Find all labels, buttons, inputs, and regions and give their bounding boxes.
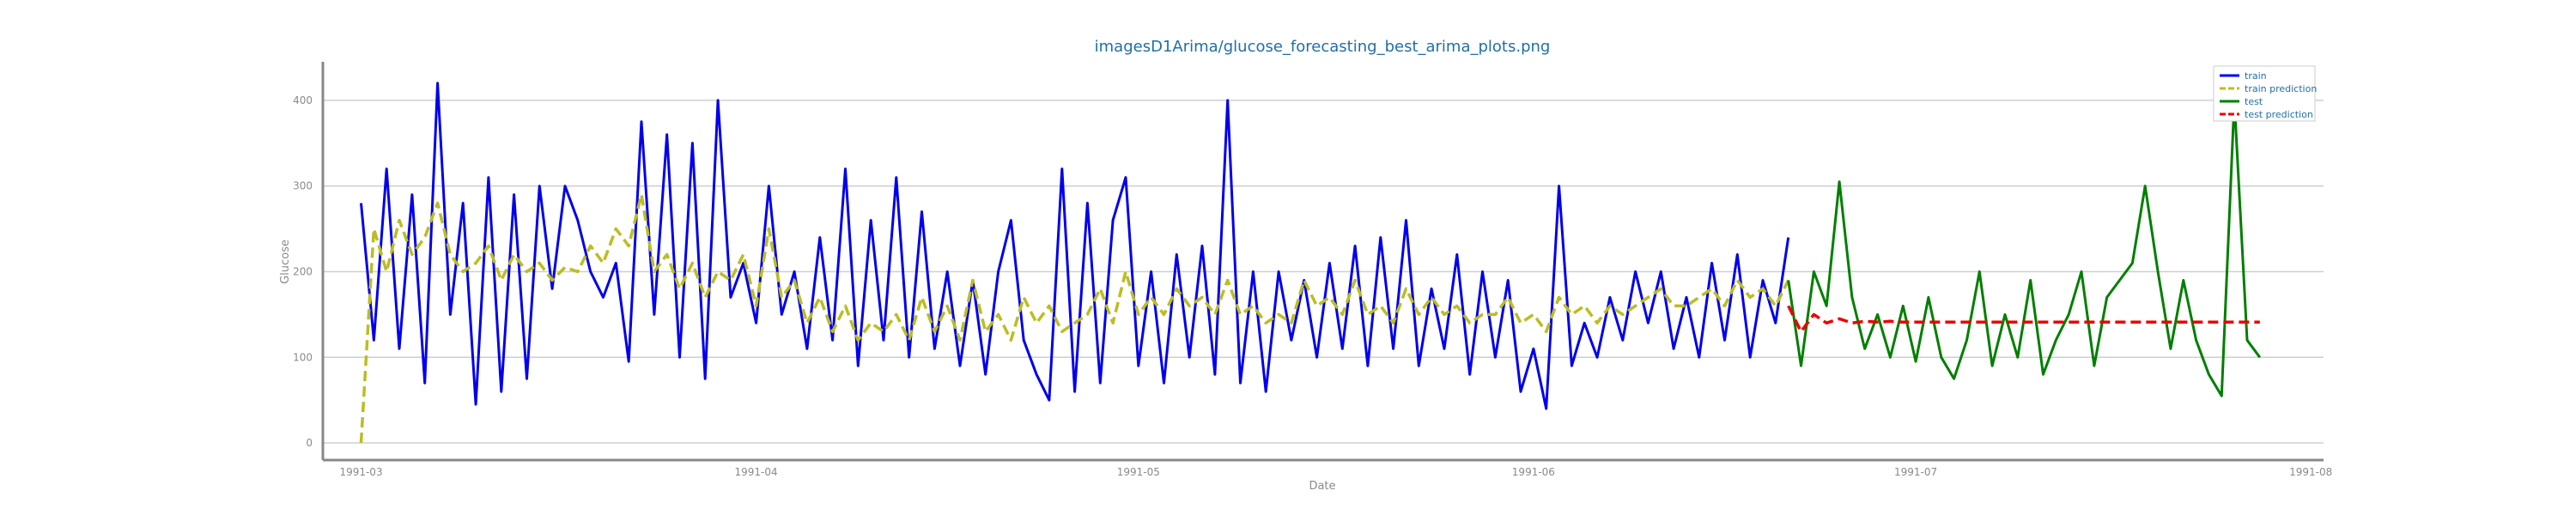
x-axis-ticks: 1991-03 1991-04 1991-05 1991-06 1991-07 1991-… — [339, 466, 2332, 478]
x-tick-label: 1991-08 — [2289, 466, 2332, 478]
x-tick-label: 1991-06 — [1512, 466, 1555, 478]
gridlines — [323, 100, 2324, 444]
legend-entry: test prediction — [2245, 109, 2313, 120]
legend-entry: train — [2245, 70, 2267, 82]
legend-entry: train prediction — [2245, 83, 2317, 94]
x-tick-label: 1991-04 — [735, 466, 778, 478]
y-axis-ticks: 0 100 200 300 400 — [293, 94, 313, 449]
series-line-train-prediction — [359, 192, 1790, 444]
series-line-test-prediction — [1787, 305, 2260, 334]
x-tick-label: 1991-03 — [339, 466, 382, 478]
chart-title: imagesD1Arima/glucose_forecasting_best_a… — [1095, 38, 1551, 56]
y-axis-label: Glucose — [279, 239, 292, 284]
x-tick-label: 1991-07 — [1894, 466, 1937, 478]
series-line-train — [360, 82, 1790, 410]
y-tick-label: 400 — [293, 94, 313, 106]
y-tick-label: 0 — [306, 437, 313, 449]
y-tick-label: 200 — [293, 265, 313, 277]
legend-entry: test — [2245, 96, 2263, 107]
x-tick-label: 1991-05 — [1117, 466, 1160, 478]
series-line-test — [1787, 99, 2262, 397]
x-axis-label: Date — [1309, 480, 1335, 493]
y-tick-label: 300 — [293, 180, 313, 192]
y-tick-label: 100 — [293, 351, 313, 363]
series-layer — [359, 82, 2262, 444]
